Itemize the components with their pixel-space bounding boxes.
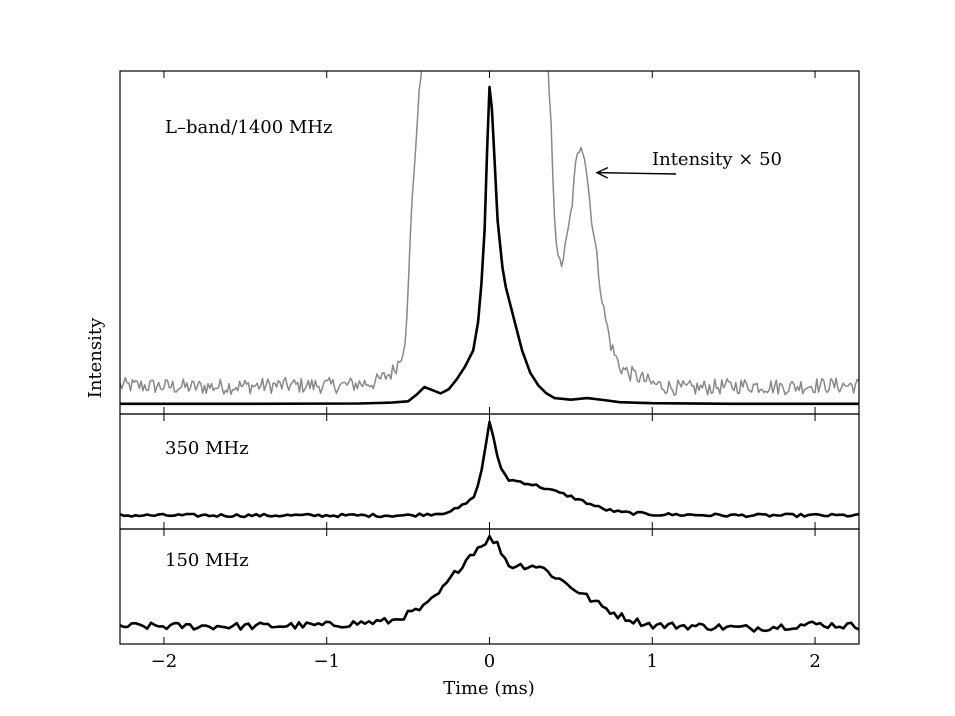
trace-layer <box>120 71 859 633</box>
x-tick-labels: −2 −1 0 1 2 <box>151 651 821 672</box>
panel-1-profile-line <box>120 420 859 519</box>
x-tick-label: −2 <box>151 651 178 672</box>
annotation-arrow-shaft <box>596 171 677 175</box>
panel-0-scaled-line <box>120 71 859 397</box>
x-tick-label: 1 <box>647 651 658 672</box>
x-tick-label: −1 <box>313 651 340 672</box>
panel-2-profile-line <box>120 534 859 633</box>
frame-layer <box>119 70 860 645</box>
scaled-intensity-annotation: Intensity × 50 <box>652 149 782 170</box>
panel-label-lband: L–band/1400 MHz <box>165 117 333 138</box>
panel-label-150mhz: 150 MHz <box>165 550 249 571</box>
y-axis-label: Intensity <box>85 317 106 398</box>
panel-label-350mhz: 350 MHz <box>165 438 249 459</box>
x-axis-label: Time (ms) <box>443 678 535 699</box>
x-tick-label: 2 <box>809 651 820 672</box>
annotation-arrow-head <box>595 166 609 179</box>
annotation-arrow <box>595 166 677 179</box>
x-tick-label: 0 <box>484 651 495 672</box>
panel-0-profile-line <box>120 85 859 406</box>
